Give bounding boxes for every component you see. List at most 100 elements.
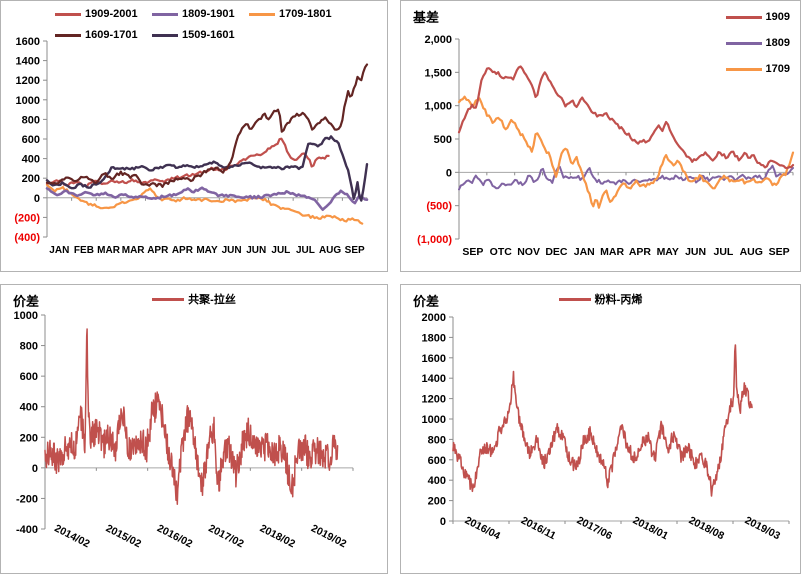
- x-tick-label: APR: [172, 245, 194, 256]
- x-tick-label: MAY: [657, 246, 679, 258]
- chart-title: 价差: [13, 294, 40, 309]
- legend-line-swatch-icon: [55, 12, 81, 16]
- y-tick-label: (500): [426, 201, 452, 213]
- y-tick-label: 600: [428, 455, 446, 467]
- x-tick-label: 2018/02: [258, 522, 297, 550]
- x-tick-label: 2016/04: [463, 514, 502, 542]
- x-tick-label: JUL: [271, 245, 290, 256]
- legend-label: 1809-1901: [182, 8, 235, 20]
- y-tick-label: 1600: [16, 36, 40, 48]
- x-tick-label: MAR: [122, 245, 146, 256]
- y-tick-label: 1,500: [424, 67, 452, 79]
- x-tick-label: OTC: [490, 246, 513, 258]
- series-line-1709: [457, 95, 795, 209]
- y-tick-label: 1,000: [424, 101, 452, 113]
- legend-label: 1909: [765, 11, 790, 23]
- x-tick-label: FEB: [74, 245, 94, 256]
- x-tick-label: JUL: [296, 245, 315, 256]
- legend-item: 1509-1601: [152, 29, 249, 41]
- series-line-1809-1901: [45, 186, 369, 211]
- y-tick-label: 1400: [422, 373, 446, 385]
- legend-item: 共聚-拉丝: [152, 291, 236, 307]
- legend-label: 共聚-拉丝: [188, 294, 236, 306]
- x-tick-label: AUG: [319, 245, 341, 256]
- y-tick-label: 0: [34, 193, 40, 205]
- x-tick-label: JUN: [685, 246, 706, 258]
- legend-line-swatch-icon: [152, 33, 178, 37]
- y-tick-label: 2,000: [424, 34, 452, 46]
- x-tick-label: 2019/03: [743, 514, 782, 542]
- legend-line-swatch-icon: [725, 15, 762, 19]
- x-tick-label: 2018/08: [687, 514, 726, 542]
- x-tick-label: DEC: [545, 246, 568, 258]
- x-tick-label: NOV: [517, 246, 540, 258]
- legend: 1909-2001 1809-1901 1709-1801 1609-1701 1509…: [55, 8, 357, 41]
- plot-area: 1000 800 600 400 200 0 -200 -400 2014/02 2015/02 2…: [14, 310, 354, 550]
- x-tick-label: MAR: [600, 246, 624, 258]
- x-tick-label: JUL: [713, 246, 733, 258]
- plot-area: 2,000 1,500 1,000 500 0 (500) (1,000) SEP OTC NOV…: [417, 34, 795, 258]
- series-line-粉料-丙烯: [452, 344, 753, 497]
- x-tick-label: JAN: [49, 245, 69, 256]
- series-line-1909: [457, 65, 795, 170]
- y-tick-label: -400: [16, 524, 38, 536]
- x-tick-label: JUN: [222, 245, 242, 256]
- legend: 共聚-拉丝: [1, 291, 387, 307]
- y-tick-label: 1200: [16, 75, 40, 87]
- legend-line-swatch-icon: [55, 33, 81, 37]
- powder-propylene-spread-chart-panel: 价差 粉料-丙烯 2000 1800 1600 1400 1200 1000 800 600 4…: [400, 284, 801, 574]
- y-tick-label: 1200: [422, 394, 446, 406]
- y-tick-label: 1000: [16, 95, 40, 107]
- legend-line-swatch-icon: [558, 297, 591, 301]
- legend-label: 1909-2001: [85, 8, 138, 20]
- series-line-共聚-拉丝: [44, 328, 339, 505]
- legend-label: 1609-1701: [85, 29, 138, 41]
- y-tick-label: 500: [434, 134, 452, 146]
- series-line-1609-1701: [45, 63, 369, 188]
- y-tick-label: 800: [20, 341, 38, 353]
- x-tick-label: 2016/11: [519, 514, 558, 542]
- y-tick-label: 0: [440, 516, 446, 528]
- y-tick-label: 200: [428, 496, 446, 508]
- copolymer-raffia-spread-chart-panel: 价差 共聚-拉丝 1000 800 600 400 200 0 -200 -400 2014/0…: [0, 284, 388, 574]
- legend-line-swatch-icon: [725, 67, 762, 71]
- x-tick-label: 2017/02: [206, 522, 245, 550]
- legend-item: 粉料-丙烯: [558, 291, 643, 307]
- y-tick-label: 1000: [422, 414, 446, 426]
- x-tick-label: 2017/06: [575, 514, 614, 542]
- chart-title: 价差: [413, 294, 440, 309]
- y-tick-label: 800: [428, 434, 446, 446]
- x-tick-label: MAY: [196, 245, 218, 256]
- legend-label: 1709: [765, 63, 790, 75]
- legend-item: 1609-1701: [55, 29, 152, 41]
- legend-label: 1809: [765, 37, 790, 49]
- series-line-1809: [458, 164, 794, 191]
- legend-item: 1809-1901: [152, 8, 249, 20]
- y-tick-label: 1600: [422, 353, 446, 365]
- plot-area: 1600 1400 1200 1000 800 600 400 200 0 (200) (400) J…: [14, 36, 369, 256]
- x-tick-label: APR: [629, 246, 652, 258]
- y-tick-label: (1,000): [417, 234, 452, 246]
- basis-chart-panel: 基差 1909 1809 1709 2,000 1,500 1,000 500 0 (500)…: [400, 0, 801, 272]
- x-tick-label: 2015/02: [104, 522, 143, 550]
- x-tick-label: 2014/02: [52, 522, 91, 550]
- y-tick-label: 200: [22, 173, 40, 185]
- legend-line-swatch-icon: [249, 12, 275, 16]
- y-tick-label: 600: [20, 371, 38, 383]
- legend-item: 1809: [725, 37, 790, 49]
- y-tick-label: (400): [14, 232, 40, 244]
- legend-line-swatch-icon: [725, 41, 762, 45]
- x-tick-label: JAN: [574, 246, 595, 258]
- x-tick-label: MAR: [97, 245, 121, 256]
- legend-line-swatch-icon: [152, 12, 178, 16]
- legend: 1909 1809 1709: [725, 11, 790, 75]
- x-tick-label: JUN: [246, 245, 266, 256]
- x-tick-label: AUG: [740, 246, 763, 258]
- legend-label: 1509-1601: [182, 29, 235, 41]
- legend-label: 粉料-丙烯: [594, 294, 643, 306]
- x-tick-label: 2016/02: [155, 522, 194, 550]
- x-tick-label: SEP: [462, 246, 483, 258]
- series-line-1709-1801: [45, 183, 364, 225]
- y-tick-label: 600: [22, 134, 40, 146]
